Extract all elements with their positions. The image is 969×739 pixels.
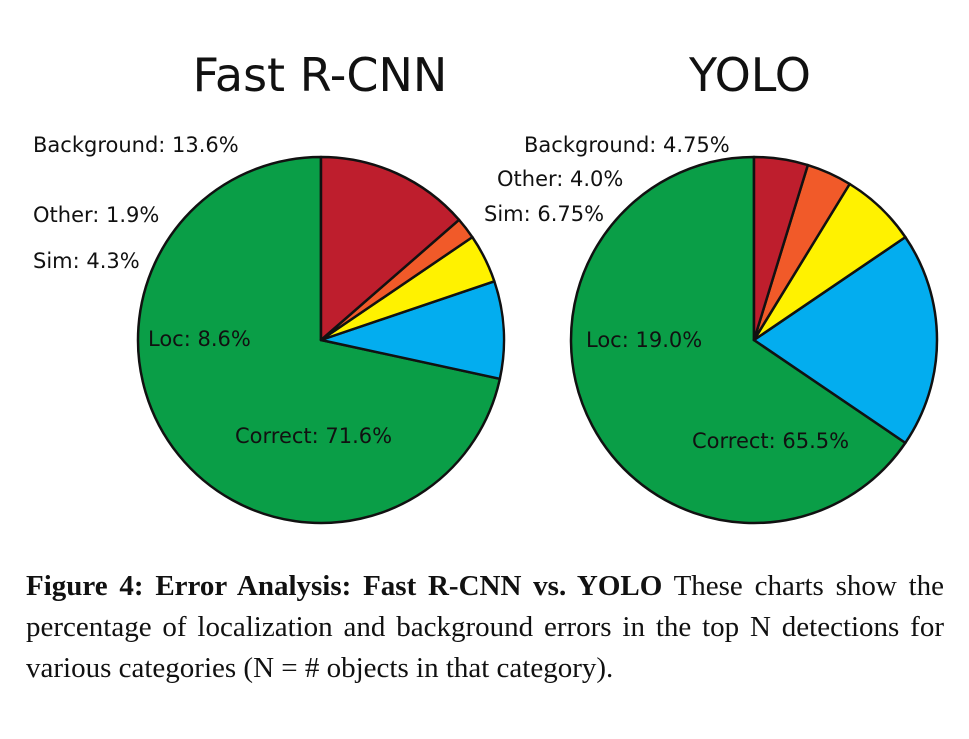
slice-correct-1 (569, 155, 907, 525)
label-correct-fast-rcnn: Correct: 71.6% (235, 424, 392, 448)
caption-text: These charts show the percentage of loca… (26, 570, 944, 684)
chart-title-yolo: YOLO (689, 48, 811, 102)
figure-caption: Figure 4: Error Analysis: Fast R-CNN vs.… (26, 566, 944, 689)
label-sim-fast-rcnn: Sim: 4.3% (33, 249, 140, 273)
slice-background-1 (752, 155, 810, 342)
label-other-yolo: Other: 4.0% (497, 167, 623, 191)
slice-loc-1 (752, 235, 939, 445)
pie-fast-rcnn (136, 155, 506, 525)
caption-bold-title: Error Analysis: Fast R-CNN vs. YOLO (155, 570, 663, 602)
slice-correct-0 (136, 155, 502, 525)
label-background-fast-rcnn: Background: 13.6% (33, 133, 239, 157)
label-other-fast-rcnn: Other: 1.9% (33, 203, 159, 227)
label-sim-yolo: Sim: 6.75% (484, 202, 604, 226)
label-loc-fast-rcnn: Loc: 8.6% (148, 327, 251, 351)
label-loc-yolo: Loc: 19.0% (586, 328, 702, 352)
slice-background-0 (319, 155, 461, 342)
pie-charts: Background: 13.6% Other: 1.9% Sim: 4.3% … (33, 133, 939, 525)
slice-loc-0 (319, 280, 506, 381)
caption-figure-label: Figure 4: (26, 570, 144, 602)
label-correct-yolo: Correct: 65.5% (692, 429, 849, 453)
label-background-yolo: Background: 4.75% (524, 133, 730, 157)
chart-title-fast-rcnn: Fast R-CNN (192, 48, 448, 102)
pie-yolo (569, 155, 939, 525)
